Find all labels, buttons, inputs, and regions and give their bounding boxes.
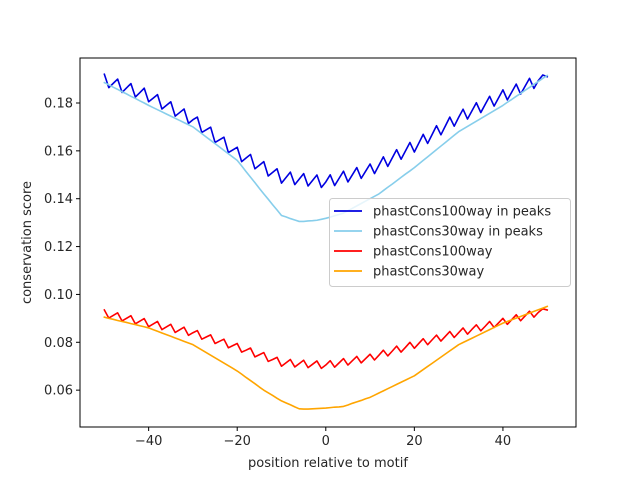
y-tick-label: 0.16 [44, 144, 73, 159]
y-tick-label: 0.14 [44, 192, 73, 207]
legend-label-2: phastCons100way [373, 245, 493, 260]
y-tick-label: 0.18 [44, 96, 73, 111]
x-axis-label: position relative to motif [248, 456, 408, 471]
y-tick-label: 0.06 [44, 384, 73, 399]
x-tick-label: −40 [135, 434, 162, 449]
y-tick-label: 0.10 [44, 288, 73, 303]
legend-label-1: phastCons30way in peaks [373, 225, 543, 240]
y-tick-label: 0.12 [44, 240, 73, 255]
legend-box [329, 198, 571, 287]
x-tick-label: 40 [495, 434, 512, 449]
x-tick-label: 20 [406, 434, 423, 449]
legend: phastCons100way in peaks phastCons30way i… [329, 198, 571, 287]
y-axis-label: conservation score [20, 181, 35, 304]
series-line-2 [103, 307, 549, 370]
y-axis: 0.06 0.08 0.10 0.12 0.14 0.16 0.18 [44, 96, 80, 399]
series-line-1 [103, 74, 549, 223]
axes-frame [79, 57, 577, 428]
x-axis: −40 −20 0 20 40 [135, 427, 511, 449]
series-layer [103, 73, 549, 410]
y-tick-label: 0.08 [44, 336, 73, 351]
x-tick-label: 0 [322, 434, 330, 449]
legend-label-3: phastCons30way [373, 265, 485, 280]
legend-label-0: phastCons100way in peaks [373, 205, 551, 220]
x-tick-label: −20 [223, 434, 250, 449]
series-line-0 [103, 73, 549, 189]
series-line-3 [103, 305, 549, 410]
